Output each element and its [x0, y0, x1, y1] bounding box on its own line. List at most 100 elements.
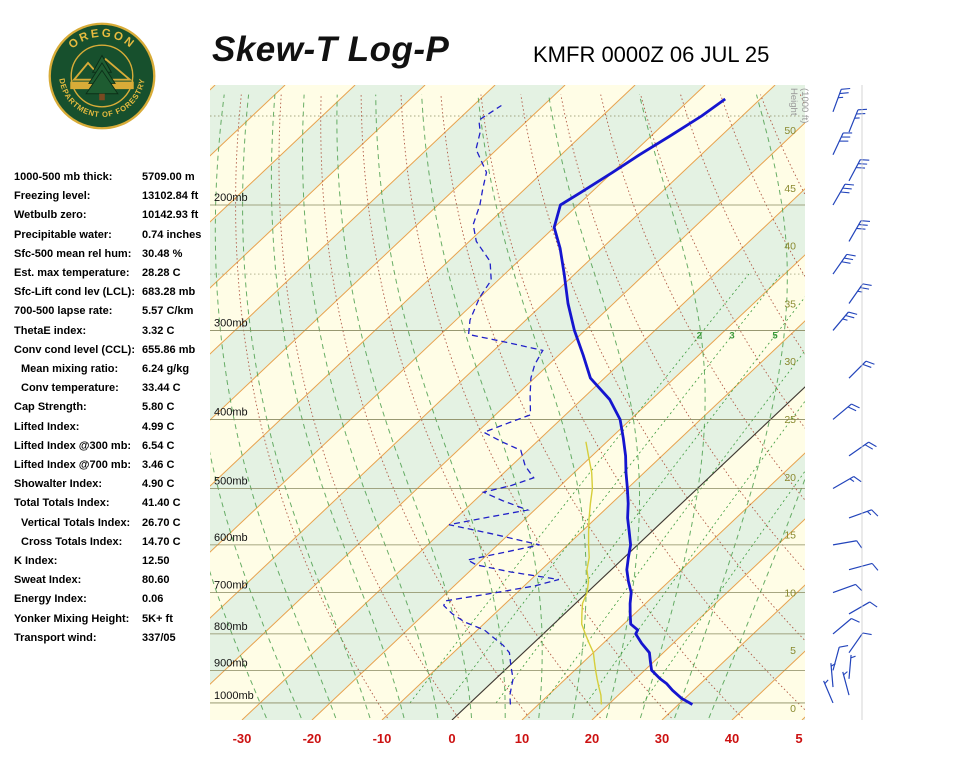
stat-value: 30.48 % — [142, 247, 183, 260]
stat-row: Conv cond level (CCL): 655.86 mb — [14, 341, 216, 360]
wind-barb — [830, 663, 836, 688]
wind-barb — [832, 253, 856, 275]
pressure-labels-group: 200mb 300mb 400mb 500mb 600mb 700mb 800mb 900mb… — [214, 192, 254, 702]
stat-value: 12.50 — [142, 555, 170, 568]
odf-logo: OREGON DEPARTMENT OF FORESTRY — [46, 20, 158, 132]
wind-barb — [823, 679, 834, 704]
stat-label: Wetbulb zero: — [14, 209, 87, 222]
tree-trunk — [99, 93, 105, 101]
stat-label: Showalter Index: — [14, 478, 103, 491]
height-axis-label: 30 — [784, 356, 796, 368]
wind-barb — [832, 403, 860, 420]
stat-row: Freezing level: 13102.84 ft — [14, 187, 216, 206]
stat-row: Lifted Index: 4.99 C — [14, 418, 216, 437]
pressure-label: 400mb — [214, 406, 248, 418]
dewpoint-trace — [443, 104, 560, 705]
wind-barb — [848, 632, 872, 654]
height-axis-label: 40 — [784, 241, 796, 253]
stat-label: Est. max temperature: — [14, 267, 130, 280]
stat-row: K Index: 12.50 — [14, 552, 216, 571]
pressure-grid-group — [210, 115, 805, 704]
wind-barb — [842, 671, 850, 696]
stat-value: 28.28 C — [142, 267, 181, 280]
height-axis-label: 0 — [790, 703, 796, 715]
stat-value: 655.86 mb — [142, 343, 196, 356]
stat-label: Energy Index: — [14, 593, 87, 606]
page-title: Skew-T Log-P — [212, 30, 450, 69]
wind-barb — [832, 311, 858, 331]
height-axis-title: Height — [788, 88, 799, 116]
wetbulb-trace — [580, 441, 603, 705]
stat-row: Est. max temperature: 28.28 C — [14, 264, 216, 283]
height-axis-label: 5 — [790, 645, 796, 657]
stat-value: 41.40 C — [142, 497, 181, 510]
stat-row: Lifted Index @300 mb: 6.54 C — [14, 437, 216, 456]
isotherms-group — [210, 85, 805, 720]
mixing-ratio-label: 2 — [697, 331, 702, 342]
stat-row: Wetbulb zero: 10142.93 ft — [14, 206, 216, 225]
stat-value: 5709.00 m — [142, 171, 195, 183]
stat-value: 4.99 C — [142, 420, 175, 433]
wind-barb — [848, 441, 877, 457]
temp-axis-label: 0 — [448, 731, 455, 746]
stat-value: 3.46 C — [142, 459, 175, 472]
stat-row: Sfc-500 mean rel hum: 30.48 % — [14, 245, 216, 264]
pressure-label: 500mb — [214, 475, 248, 487]
wind-barb — [848, 220, 871, 242]
stat-value: 4.90 C — [142, 478, 175, 491]
stat-row: Sweat Index: 80.60 — [14, 571, 216, 590]
moist-adiabats-group — [210, 94, 805, 719]
stats-panel: 1000-500 mb thick: 5709.00 m Freezing leve… — [14, 168, 216, 648]
wind-barb — [832, 132, 853, 155]
stat-value: 683.28 mb — [142, 286, 196, 299]
stat-value: 0.74 inches — [142, 228, 202, 241]
temp-axis-label: 20 — [585, 731, 599, 746]
stat-label: Precipitable water: — [14, 228, 112, 241]
temp-axis-label: -30 — [233, 731, 252, 746]
pressure-label: 800mb — [214, 621, 248, 633]
stat-value: 26.70 C — [142, 516, 181, 529]
stat-row: Transport wind: 337/05 — [14, 629, 216, 648]
wind-barb — [848, 360, 875, 379]
stat-row: Lifted Index @700 mb: 3.46 C — [14, 456, 216, 475]
stat-row: Total Totals Index: 41.40 C — [14, 494, 216, 513]
wind-barb — [832, 183, 855, 206]
stat-row: Cross Totals Index: 14.70 C — [14, 533, 216, 552]
stat-row: 700-500 lapse rate: 5.57 C/km — [14, 302, 216, 321]
temp-axis-label: 40 — [725, 731, 739, 746]
wind-barb — [848, 601, 878, 615]
pressure-label: 300mb — [214, 317, 248, 329]
stat-label: Sweat Index: — [14, 574, 82, 587]
stat-row: Energy Index: 0.06 — [14, 590, 216, 609]
temp-axis-label: 30 — [655, 731, 669, 746]
pressure-label: 1000mb — [214, 690, 254, 702]
stat-value: 0.06 — [142, 593, 164, 606]
stat-label: Transport wind: — [14, 631, 97, 644]
stat-label: Yonker Mixing Height: — [14, 612, 130, 625]
stat-value: 5.57 C/km — [142, 305, 194, 318]
wind-barb — [848, 654, 856, 679]
temp-axis-label: -10 — [373, 731, 392, 746]
stat-label: K Index: — [14, 555, 58, 568]
stat-label: Cross Totals Index: — [21, 535, 123, 548]
pressure-label: 700mb — [214, 580, 248, 592]
wind-barb — [848, 108, 868, 133]
stat-row: Sfc-Lift cond lev (LCL): 683.28 mb — [14, 283, 216, 302]
stat-value: 6.24 g/kg — [142, 363, 190, 376]
stat-value: 10142.93 ft — [142, 209, 199, 222]
station-datetime: KMFR 0000Z 06 JUL 25 — [533, 42, 770, 67]
stat-value: 6.54 C — [142, 439, 175, 452]
temp-axis-label: 10 — [515, 731, 529, 746]
stat-label: Lifted Index: — [14, 420, 80, 433]
stat-value: 33.44 C — [142, 382, 181, 395]
wind-barb — [848, 159, 870, 182]
wind-barb — [832, 475, 862, 490]
height-axis-label: 35 — [784, 298, 796, 310]
stat-label: Conv temperature: — [21, 382, 119, 395]
stat-label: Lifted Index @300 mb: — [14, 439, 132, 452]
